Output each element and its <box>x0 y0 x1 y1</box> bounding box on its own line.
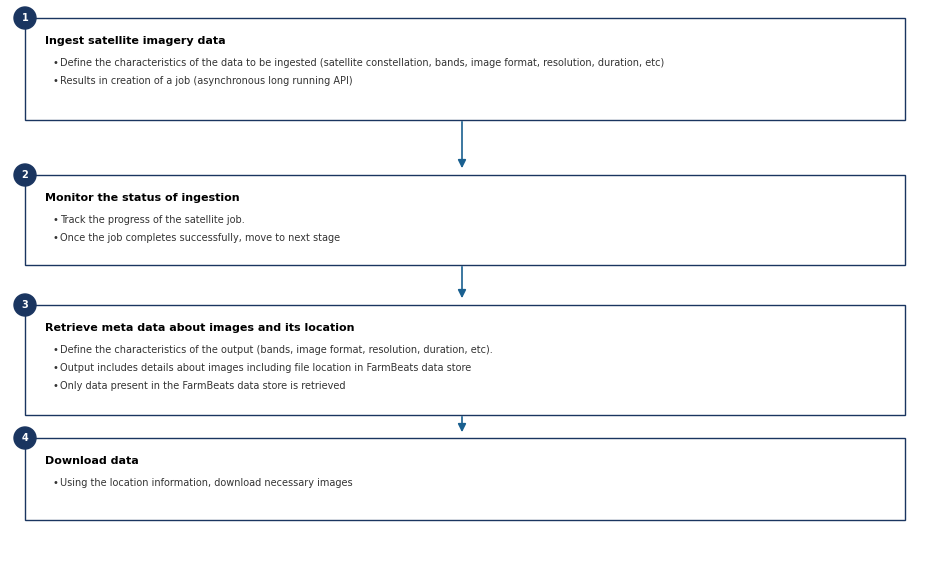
Text: •: • <box>53 478 58 488</box>
Text: 2: 2 <box>21 170 29 180</box>
Text: Results in creation of a job (asynchronous long running API): Results in creation of a job (asynchrono… <box>60 76 352 86</box>
Text: Once the job completes successfully, move to next stage: Once the job completes successfully, mov… <box>60 233 340 243</box>
Text: •: • <box>53 215 58 225</box>
Text: •: • <box>53 76 58 86</box>
Bar <box>25 305 904 415</box>
Text: Output includes details about images including file location in FarmBeats data s: Output includes details about images inc… <box>60 363 471 373</box>
Bar <box>25 438 904 520</box>
Text: Define the characteristics of the output (bands, image format, resolution, durat: Define the characteristics of the output… <box>60 345 492 355</box>
Text: •: • <box>53 58 58 68</box>
Text: •: • <box>53 233 58 243</box>
Text: Retrieve meta data about images and its location: Retrieve meta data about images and its … <box>44 323 354 333</box>
Circle shape <box>14 427 36 449</box>
Bar <box>25 175 904 265</box>
Text: •: • <box>53 363 58 373</box>
Text: Monitor the status of ingestion: Monitor the status of ingestion <box>44 193 239 203</box>
Text: •: • <box>53 381 58 391</box>
Text: Only data present in the FarmBeats data store is retrieved: Only data present in the FarmBeats data … <box>60 381 345 391</box>
Text: Download data: Download data <box>44 456 139 466</box>
Text: 1: 1 <box>21 13 29 23</box>
Text: •: • <box>53 345 58 355</box>
Text: 4: 4 <box>21 433 29 443</box>
Text: Track the progress of the satellite job.: Track the progress of the satellite job. <box>60 215 245 225</box>
Circle shape <box>14 294 36 316</box>
Text: 3: 3 <box>21 300 29 310</box>
Circle shape <box>14 7 36 29</box>
Bar <box>25 18 904 120</box>
Text: Ingest satellite imagery data: Ingest satellite imagery data <box>44 36 225 46</box>
Text: Using the location information, download necessary images: Using the location information, download… <box>60 478 352 488</box>
Text: Define the characteristics of the data to be ingested (satellite constellation, : Define the characteristics of the data t… <box>60 58 664 68</box>
Circle shape <box>14 164 36 186</box>
